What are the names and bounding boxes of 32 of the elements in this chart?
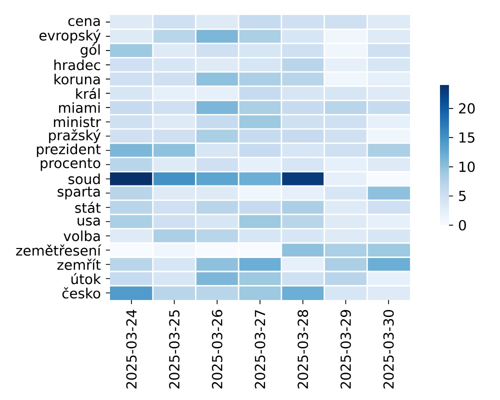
y-tick-label: evropský [39,29,101,44]
x-tick-label: 2025-03-28 [298,310,308,388]
y-tick-label: hradec [54,59,100,70]
x-tick-label: 2025-03-26 [212,310,222,388]
y-tick-label: sparta [58,186,100,200]
y-tick-label: ministr [54,116,101,128]
x-tick-label: 2025-03-25 [169,310,180,388]
y-tick-label: soud [68,173,100,184]
y-tick-label: gól [80,44,100,58]
y-tick-label: pražský [49,129,101,144]
color-bar-label: 5 [459,190,466,202]
color-bar-label: 15 [460,132,474,143]
y-tick-label: útok [71,272,101,284]
x-tick-label: 2025-03-30 [383,310,394,388]
x-tick-label: 2025-03-29 [340,310,351,388]
y-tick-label: zemětřesení [16,244,102,256]
y-tick-label: volba [64,230,100,242]
x-tick-label: 2025-03-27 [254,310,266,388]
color-bar-label: 0 [458,220,466,230]
y-tick-label: cena [68,18,100,26]
color-bar-label: 20 [459,103,475,114]
y-tick-label: miami [59,102,100,113]
y-tick-label: prezident [36,144,101,158]
x-tick-label: 2025-03-24 [126,310,137,388]
y-tick-label: koruna [54,74,100,84]
y-tick-label: stát [75,202,101,213]
y-tick-label: usa [78,218,100,226]
y-tick-label: král [76,88,100,99]
y-tick-label: zemřít [57,258,101,270]
y-tick-label: česko [62,287,100,299]
y-tick-label: procento [40,158,100,171]
color-bar-label: 10 [460,162,475,172]
